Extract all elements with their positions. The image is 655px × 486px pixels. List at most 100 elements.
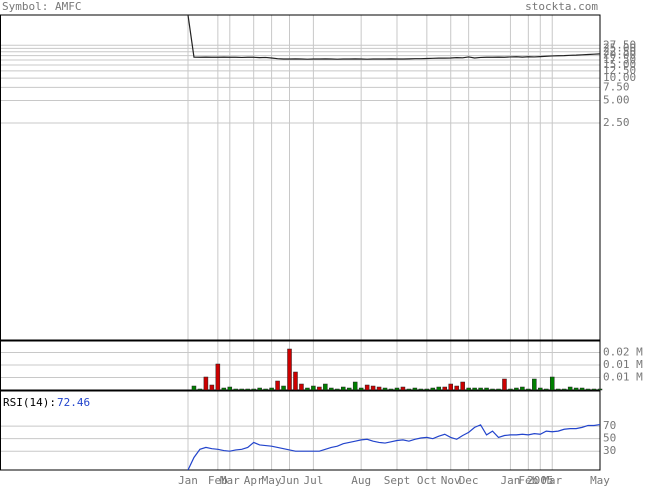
volume-bar [573,387,579,391]
x-tick-label: Feb [208,474,228,486]
volume-bar [364,384,370,391]
x-tick-label: Nov [441,474,461,486]
volume-bar [454,385,459,391]
x-tick-label: May [590,474,610,486]
volume-bar [317,386,322,391]
y-tick-label: 2.50 [603,116,630,129]
x-tick-label: Mar [220,474,240,486]
volume-bar [526,388,531,391]
y-tick-label: 30 [603,444,616,457]
volume-bar [299,383,304,391]
volume-bar [287,348,292,391]
volume-bar [376,386,382,391]
x-tick-label: Mar [542,474,562,486]
y-tick-label: 17.50 [603,53,636,66]
volume-bar [203,376,209,391]
volume-bar [335,388,340,391]
x-tick-label: Jun [280,474,300,486]
volume-bar [346,387,352,391]
x-tick-label: Dec [459,474,479,486]
y-tick-label: 15.00 [603,58,636,71]
y-tick-label: 70 [603,419,616,432]
volume-bar [508,388,513,391]
volume-bar [323,383,328,391]
volume-bar [579,387,585,391]
volume-bar [388,388,394,391]
x-tick-label: Apr [244,474,264,486]
volume-bar [591,388,597,391]
volume-bar [245,388,250,391]
y-tick-label: 0.02 M [603,346,643,359]
price-line [187,423,600,470]
x-tick-label: Jan [500,474,520,486]
volume-bar [329,387,334,391]
volume-bar [418,388,424,391]
volume-bar [263,388,268,391]
volume-bar [430,387,436,391]
x-tick-label: Sept [384,474,411,486]
volume-bar [293,371,298,391]
volume-bar [448,383,453,391]
y-tick-label: 5.00 [603,94,630,107]
volume-bar [567,386,573,391]
x-tick-label: Jul [303,474,323,486]
volume-bar [400,386,406,391]
volume-bar [412,387,418,391]
y-tick-label: 50 [603,432,616,445]
price-line [187,15,600,60]
volume-bar [424,388,430,391]
volume-bar [275,380,280,391]
x-tick-label: Oct [417,474,437,486]
x-tick-label: May [262,474,282,486]
volume-bar [442,386,448,391]
volume-bar [466,387,471,391]
volume-bar [269,387,274,391]
volume-bar [370,385,376,391]
panel-frame [0,14,601,341]
x-tick-label: 2005 [527,474,554,486]
volume-bar [239,388,244,391]
volume-bar [221,387,227,391]
y-tick-label: 10.00 [603,71,636,84]
volume-bar [472,387,477,391]
volume-bar [191,385,197,391]
x-tick-label: Aug [351,474,371,486]
volume-bar [227,386,233,391]
panel-frame [0,390,601,471]
volume-bar [281,385,286,391]
volume-bar [597,388,603,391]
volume-bar [352,381,358,391]
volume-bar [197,388,203,391]
volume-bar [549,376,555,391]
volume-bar [305,387,310,391]
y-tick-label: 25.00 [603,41,636,54]
volume-bar [233,388,239,391]
volume-bar [520,386,525,391]
volume-bar [340,386,346,391]
volume-bar [215,363,221,391]
volume-bar [478,387,483,391]
y-tick-label: 20.00 [603,49,636,62]
y-tick-label: 22.50 [603,45,636,58]
volume-bar [358,387,364,391]
volume-bar [460,381,465,391]
volume-bar [382,387,388,391]
x-tick-label: Jan [178,474,198,486]
volume-bar [502,378,507,391]
volume-bar [585,388,591,391]
y-tick-label: 7.50 [603,80,630,93]
volume-bar [496,388,501,391]
rsi-label: RSI(14): [3,396,56,409]
volume-bar [436,386,442,391]
volume-bar [532,378,537,391]
volume-bar [514,387,519,391]
volume-bar [544,388,549,391]
y-tick-label: 27.50 [603,38,636,51]
volume-bar [561,388,567,391]
symbol-label: Symbol: AMFC [2,0,81,13]
y-tick-label: 12.50 [603,64,636,77]
volume-bar [555,388,561,391]
volume-bar [538,387,543,391]
y-tick-label: 0.01 M [603,358,643,371]
